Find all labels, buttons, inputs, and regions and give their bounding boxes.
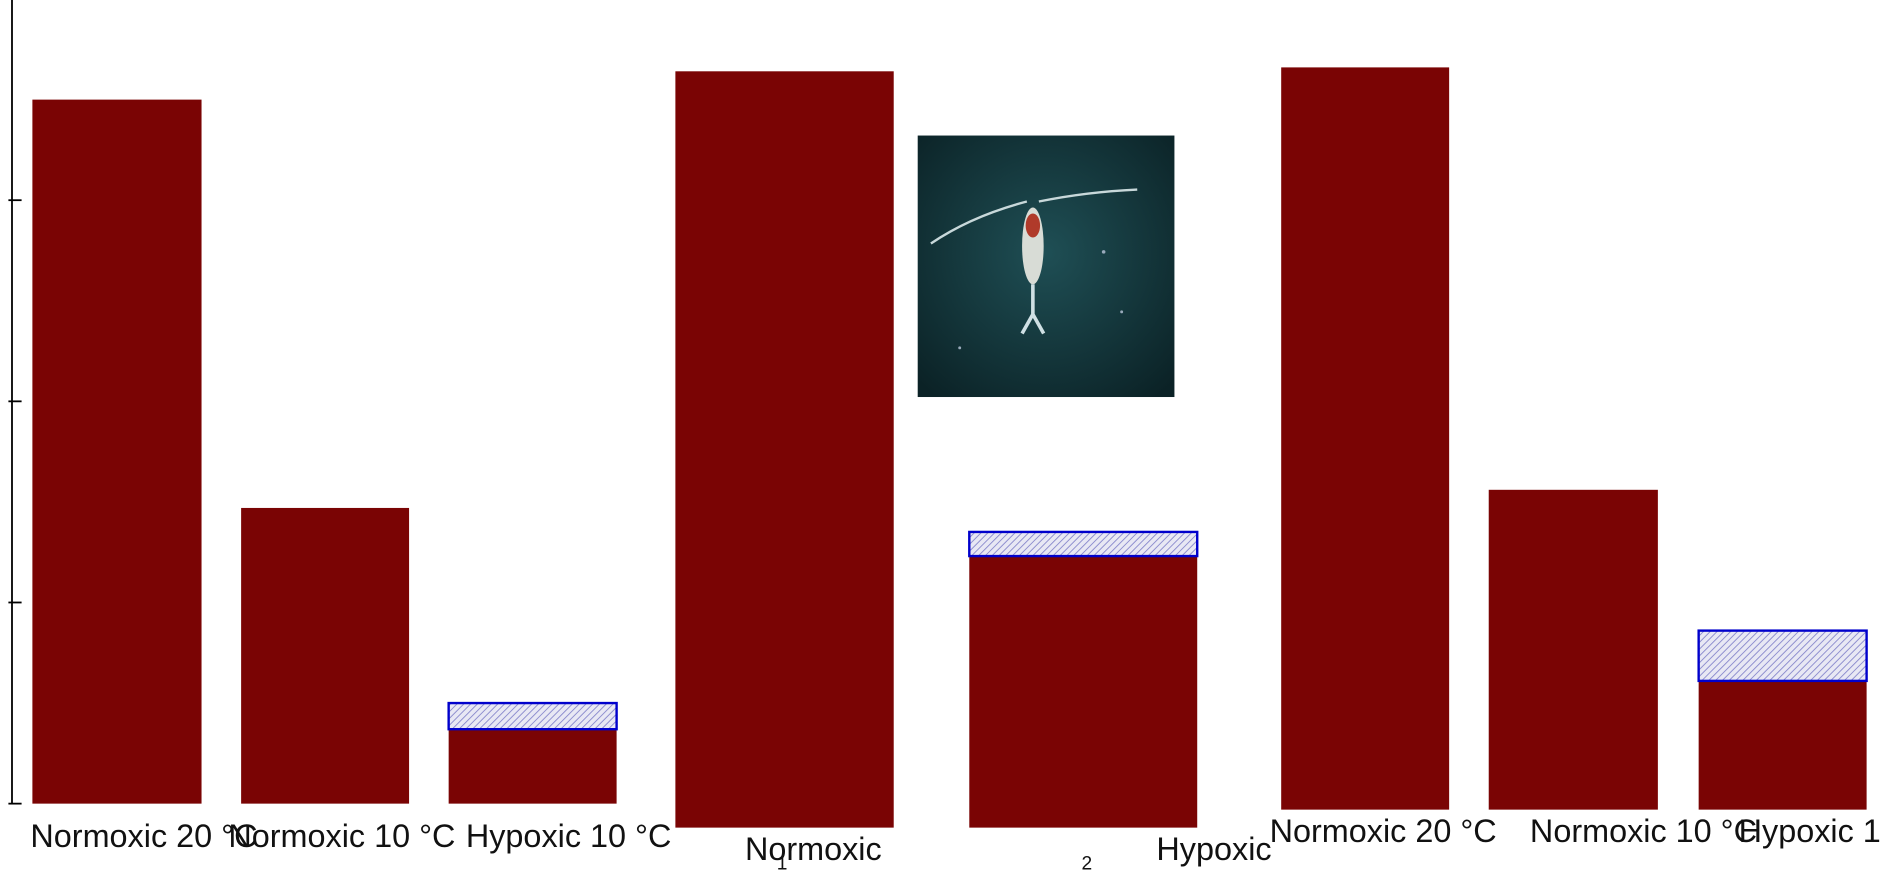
x-tick-label: Hypoxic 10 °C <box>466 818 671 854</box>
krill-photo <box>917 135 1175 398</box>
x-tick-label: Normoxic 20 °C <box>30 818 257 854</box>
bar <box>675 71 894 828</box>
bar <box>241 507 410 804</box>
x-tick-label: Normoxic 10 °C <box>1530 813 1757 849</box>
bar <box>1488 489 1658 810</box>
x-tick-label: Normoxic <box>745 831 882 867</box>
bar <box>1698 680 1867 810</box>
hatched-bar-segment <box>968 530 1199 558</box>
annotation: 2 <box>1082 854 1093 875</box>
x-tick-label: Normoxic 10 °C <box>228 818 455 854</box>
hatched-bar-segment <box>1697 629 1868 683</box>
bar <box>448 729 617 804</box>
bar <box>32 99 202 804</box>
hatched-bar-segment <box>447 701 618 731</box>
bar <box>969 556 1198 828</box>
bar <box>1281 67 1450 810</box>
annotation: 1 <box>777 854 788 875</box>
x-tick-label: Normoxic 20 °C <box>1270 813 1497 849</box>
x-tick-label: Hypoxic 10 °C <box>1739 813 1881 849</box>
x-tick-label: Hypoxic <box>1156 831 1271 867</box>
